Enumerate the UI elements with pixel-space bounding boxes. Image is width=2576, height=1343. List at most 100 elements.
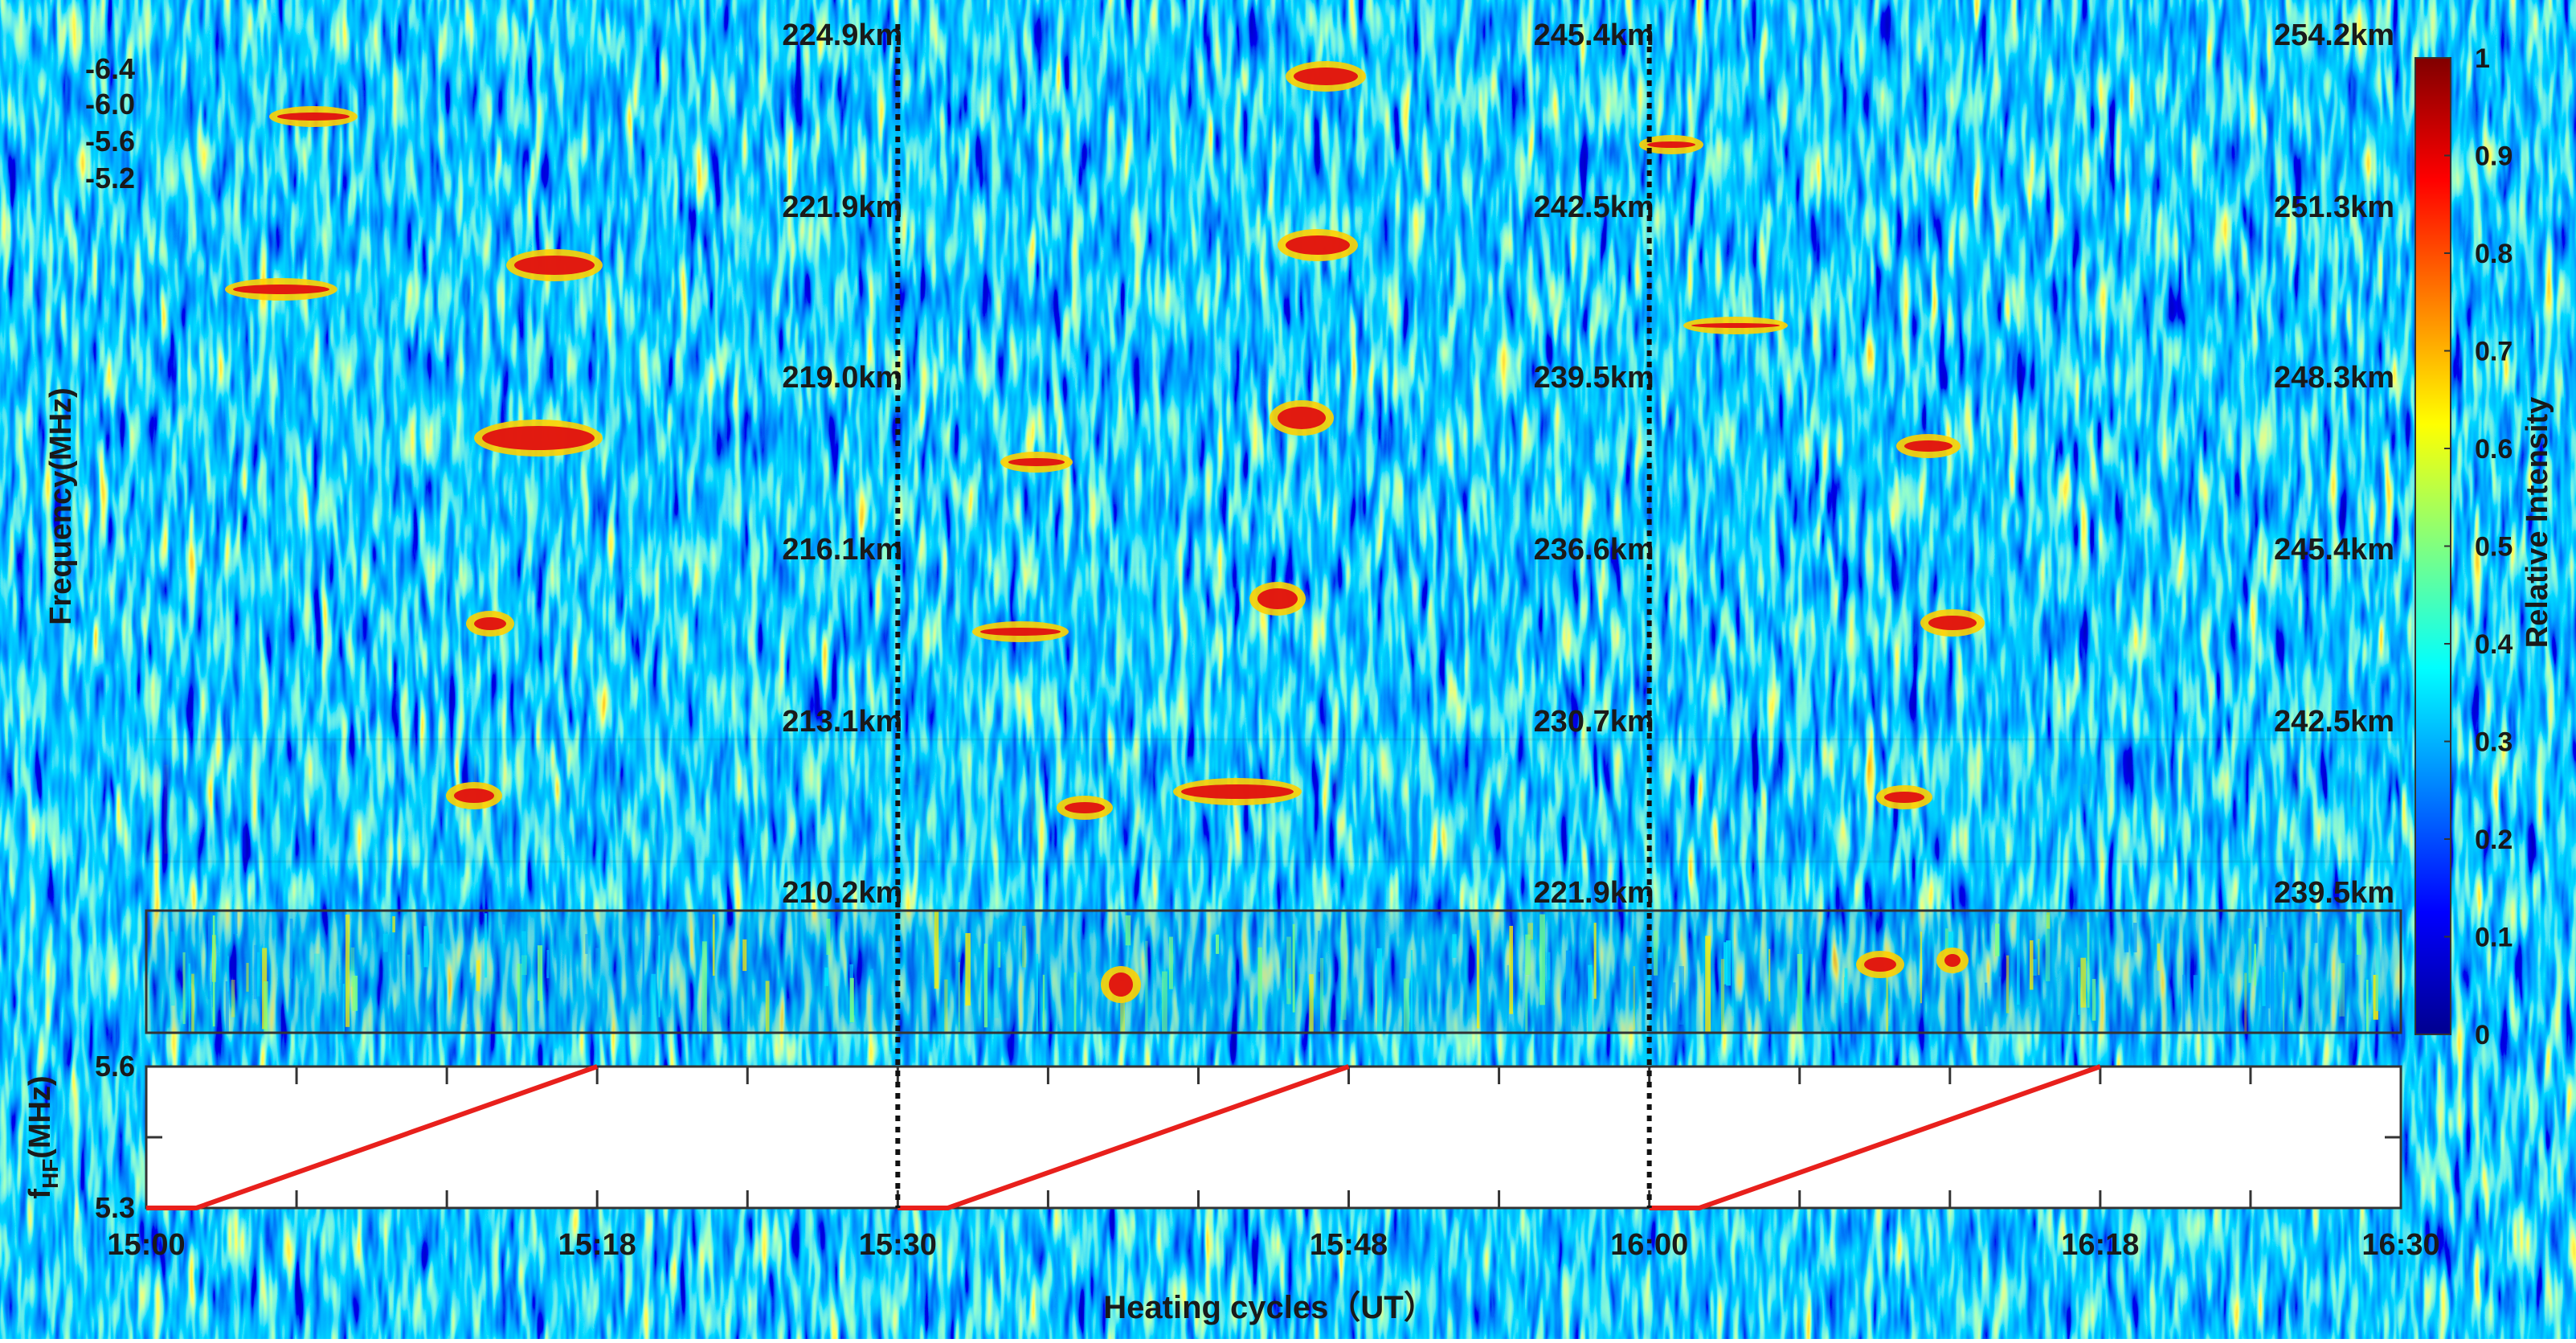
echo-core	[1294, 68, 1358, 85]
spectral-streak	[1090, 58, 1095, 151]
spectral-streak	[2283, 615, 2288, 680]
spectral-streak	[915, 800, 919, 854]
spectral-streak	[2054, 66, 2057, 138]
spectral-streak	[1481, 414, 1487, 503]
spectral-streak	[564, 274, 567, 338]
spectral-streak	[837, 270, 843, 347]
spectral-streak	[1952, 271, 1956, 288]
spectral-streak	[1053, 637, 1057, 670]
hf-x-tick-label: 15:30	[859, 1228, 937, 1262]
spectral-streak	[1287, 968, 1291, 989]
spectral-streak	[1477, 121, 1481, 175]
spectral-streak	[350, 947, 355, 987]
spectral-streak	[1217, 242, 1221, 280]
spectral-streak	[1619, 468, 1623, 518]
spectral-streak	[979, 404, 983, 480]
spectral-streak	[2026, 428, 2030, 502]
height-label: 242.5km	[1534, 190, 1654, 224]
spectral-streak	[2145, 92, 2150, 175]
hf-x-tick-label: 15:48	[1310, 1228, 1388, 1262]
spectral-streak	[1858, 809, 1862, 862]
spectral-streak	[2102, 403, 2108, 503]
spectral-streak	[498, 641, 501, 690]
spectral-streak	[2257, 229, 2263, 314]
spectral-streak	[2038, 807, 2044, 828]
spectral-streak	[2045, 915, 2051, 981]
spectral-streak	[1945, 928, 1948, 955]
spectral-streak	[1551, 739, 1555, 809]
spectral-streak	[2223, 297, 2226, 347]
echo-core	[1008, 458, 1065, 466]
spectral-streak	[1114, 464, 1121, 518]
spectral-streak	[2217, 739, 2222, 824]
height-label: 213.1km	[782, 705, 902, 739]
spectral-streak	[2047, 122, 2051, 175]
spectral-streak	[775, 120, 779, 175]
spectral-streak	[1008, 227, 1013, 334]
spectral-streak	[1587, 446, 1593, 518]
hf-y-label-unit: (MHz)	[23, 1075, 57, 1158]
spectral-streak	[1875, 285, 1877, 347]
spectral-streak	[1354, 266, 1358, 326]
spectral-streak	[1605, 102, 1609, 166]
spectral-streak	[1713, 585, 1718, 690]
spectral-streak	[685, 576, 691, 652]
spectral-streak	[1393, 266, 1399, 323]
spectral-streak	[1462, 464, 1466, 507]
spectral-streak	[1201, 234, 1205, 271]
spectral-streak	[277, 776, 284, 858]
spectral-streak	[553, 616, 558, 683]
spectral-streak	[670, 809, 673, 836]
spectral-streak	[1558, 84, 1562, 175]
spectral-streak	[2190, 54, 2194, 133]
spectral-streak	[1760, 444, 1763, 477]
panel-frame	[145, 51, 2402, 177]
spectral-streak	[521, 931, 526, 1030]
spectral-streak	[2124, 911, 2129, 952]
spectral-streak	[1515, 796, 1519, 841]
spectral-streak	[826, 919, 831, 955]
spectral-streak	[202, 630, 208, 690]
spectral-streak	[716, 633, 722, 690]
spectral-streak	[419, 596, 424, 634]
spectral-streak	[2300, 448, 2306, 518]
spectral-streak	[1970, 265, 1976, 290]
colorbar-tick-label: 0.4	[2475, 629, 2513, 660]
spectral-streak	[1768, 948, 1771, 1001]
spectral-streak	[2212, 428, 2214, 492]
spectral-streak	[557, 633, 561, 690]
spectral-streak	[1740, 450, 1745, 501]
spectral-streak	[407, 954, 411, 1033]
spectral-streak	[1720, 95, 1725, 145]
spectral-streak	[1597, 600, 1601, 689]
spectral-streak	[1820, 118, 1822, 175]
spectral-streak	[1270, 95, 1275, 122]
spectral-streak	[546, 949, 550, 979]
spectral-streak	[2116, 237, 2120, 347]
spectral-streak	[2313, 913, 2318, 944]
x-axis-label: Heating cycles（UT）	[1103, 1290, 1435, 1325]
spectral-streak	[193, 292, 198, 347]
spectral-streak	[1678, 637, 1683, 690]
spectral-streak	[1509, 926, 1513, 1014]
spectral-streak	[1715, 572, 1718, 676]
spectral-streak	[651, 124, 653, 175]
spectral-streak	[224, 591, 229, 633]
spectral-streak	[1651, 232, 1654, 258]
spectral-streak	[1269, 417, 1274, 495]
spectral-streak	[2352, 398, 2357, 503]
spectral-streak	[519, 958, 523, 1033]
spectral-streak	[1459, 265, 1462, 320]
spectral-streak	[611, 80, 615, 162]
spectral-streak	[2246, 227, 2250, 326]
spectral-streak	[742, 939, 747, 972]
hf-panel-frame	[145, 1065, 2402, 1210]
spectral-streak	[468, 264, 473, 344]
spectral-streak	[1539, 914, 1545, 1005]
spectral-streak	[284, 274, 288, 334]
spectral-streak	[1373, 433, 1376, 473]
spectral-streak	[600, 755, 603, 851]
spectral-streak	[874, 264, 877, 340]
spectral-streak	[148, 800, 152, 862]
spectral-streak	[2325, 620, 2329, 690]
